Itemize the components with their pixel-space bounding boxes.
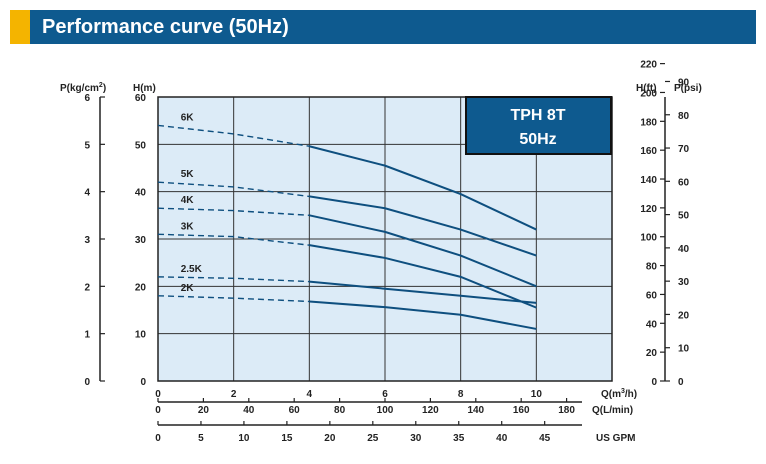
tick-label-h-m: 0	[140, 377, 146, 388]
tick-label-h-m: 40	[135, 188, 147, 199]
tick-label-psi: 80	[678, 111, 690, 122]
page-title: Performance curve (50Hz)	[42, 16, 289, 38]
tick-label-h-ft: 20	[646, 348, 658, 359]
tick-label-h-m: 30	[135, 235, 147, 246]
axis-label-h-m: H(m)	[133, 83, 156, 94]
tick-label-h-ft: 40	[646, 319, 658, 330]
tick-label-psi: 20	[678, 310, 690, 321]
tick-label-lmin: 120	[422, 405, 439, 416]
tick-label-h-ft: 200	[640, 88, 657, 99]
axis-label-us-gpm: US GPM	[596, 433, 635, 444]
tick-label-h-ft: 180	[640, 117, 657, 128]
tick-label-gpm: 15	[281, 433, 293, 444]
curve-label-2k: 2K	[181, 283, 195, 294]
tick-label-lmin: 100	[377, 405, 394, 416]
curve-solid-2k	[309, 300, 537, 330]
tick-label-h-ft: 60	[646, 290, 658, 301]
tick-label-h-ft: 80	[646, 262, 658, 273]
curve-dashed-5k	[157, 181, 310, 198]
curve-label-4k: 4K	[181, 195, 195, 206]
axes: 0123456010203040506002040608010012014016…	[84, 60, 689, 444]
curve-labels: 6K 5K 4K 3K 2.5K 2K	[181, 112, 203, 293]
tick-label-h-ft: 0	[651, 377, 657, 388]
tick-label-h-ft: 220	[640, 60, 657, 71]
tick-label-q-m3h: 2	[231, 389, 237, 400]
curves	[157, 124, 537, 330]
curve-solid-6k	[309, 145, 537, 231]
model-box-name: TPH 8T	[510, 107, 565, 124]
tick-label-q-m3h: 4	[307, 389, 313, 400]
tick-label-p-kg: 2	[84, 282, 90, 293]
tick-label-h-ft: 160	[640, 146, 657, 157]
tick-label-psi: 60	[678, 177, 690, 188]
tick-label-gpm: 35	[453, 433, 465, 444]
tick-label-lmin: 20	[198, 405, 210, 416]
tick-label-psi: 30	[678, 277, 690, 288]
axis-label-q-m3h: Q(m3/h)	[601, 388, 637, 400]
tick-label-gpm: 10	[238, 433, 250, 444]
tick-label-gpm: 5	[198, 433, 204, 444]
tick-label-q-m3h: 0	[155, 389, 161, 400]
tick-label-q-m3h: 6	[382, 389, 388, 400]
tick-label-lmin: 140	[467, 405, 484, 416]
tick-label-gpm: 0	[155, 433, 161, 444]
curve-solid-4k	[309, 214, 537, 288]
tick-label-h-m: 50	[135, 140, 147, 151]
tick-label-h-ft: 120	[640, 204, 657, 215]
curve-label-5k: 5K	[181, 169, 195, 180]
tick-label-lmin: 180	[558, 405, 575, 416]
tick-label-gpm: 25	[367, 433, 379, 444]
tick-label-p-kg: 4	[84, 188, 90, 199]
tick-label-psi: 50	[678, 211, 690, 222]
header-bar: Performance curve (50Hz)	[10, 10, 756, 44]
header-accent	[10, 10, 30, 44]
tick-label-h-m: 20	[135, 282, 147, 293]
tick-label-p-kg: 6	[84, 93, 90, 104]
tick-label-psi: 10	[678, 344, 690, 355]
tick-label-gpm: 30	[410, 433, 422, 444]
curve-solid-5k	[309, 195, 537, 257]
tick-label-lmin: 80	[334, 405, 346, 416]
tick-label-q-m3h: 10	[531, 389, 543, 400]
tick-label-psi: 90	[678, 77, 690, 88]
tick-label-h-ft: 100	[640, 233, 657, 244]
tick-label-q-m3h: 8	[458, 389, 464, 400]
tick-label-gpm: 40	[496, 433, 508, 444]
tick-label-lmin: 60	[289, 405, 301, 416]
tick-label-psi: 40	[678, 244, 690, 255]
tick-label-h-ft: 140	[640, 175, 657, 186]
tick-label-h-m: 10	[135, 330, 147, 341]
curve-dashed-2-5k	[157, 276, 310, 283]
tick-label-p-kg: 5	[84, 140, 90, 151]
plot-border	[157, 96, 613, 382]
axis-label-h-ft: H(ft)	[636, 83, 657, 94]
tick-label-h-m: 60	[135, 93, 147, 104]
tick-label-psi: 0	[678, 377, 684, 388]
grid	[157, 96, 613, 382]
tick-label-p-kg: 0	[84, 377, 90, 388]
curve-solid-2-5k	[309, 280, 537, 304]
curve-label-2-5k: 2.5K	[181, 264, 203, 275]
tick-label-gpm: 20	[324, 433, 336, 444]
model-box: TPH 8T 50Hz	[465, 96, 612, 155]
tick-label-gpm: 45	[539, 433, 551, 444]
axis-label-p-psi: P(psi)	[674, 83, 702, 94]
tick-label-p-kg: 1	[84, 330, 90, 341]
tick-label-lmin: 160	[513, 405, 530, 416]
model-box-frequency: 50Hz	[519, 131, 556, 148]
tick-label-psi: 70	[678, 144, 690, 155]
curve-solid-3k	[309, 244, 537, 309]
curve-dashed-4k	[157, 207, 310, 217]
curve-dashed-2k	[157, 295, 310, 303]
axis-label-p-kg: P(kg/cm2)	[60, 82, 106, 94]
curve-dashed-6k	[157, 124, 310, 147]
tick-label-lmin: 40	[243, 405, 255, 416]
tick-label-lmin: 0	[155, 405, 161, 416]
curve-label-3k: 3K	[181, 221, 195, 232]
axis-label-q-lmin: Q(L/min)	[592, 405, 633, 416]
curve-dashed-3k	[157, 233, 310, 246]
tick-label-p-kg: 3	[84, 235, 90, 246]
curve-label-6k: 6K	[181, 112, 195, 123]
